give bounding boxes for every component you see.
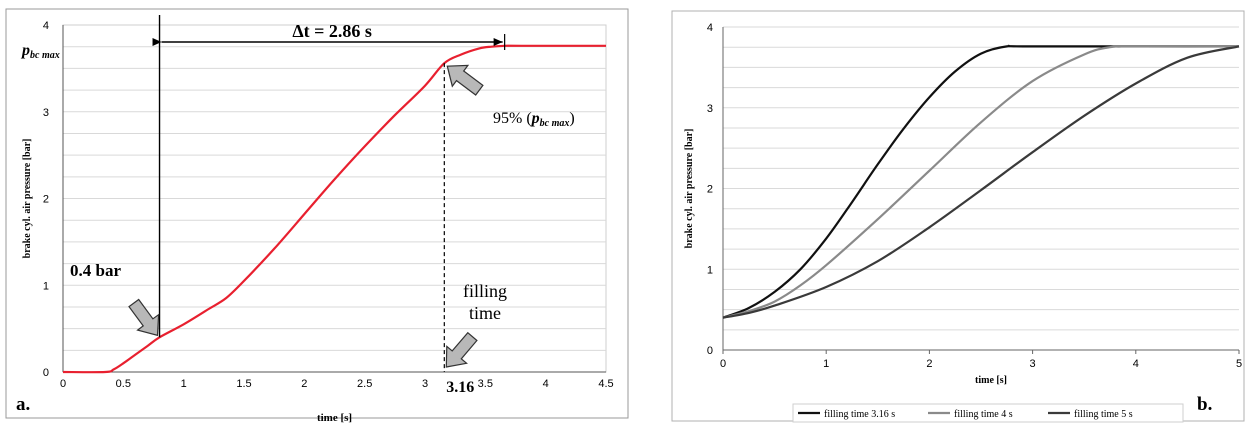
legend-label-1: filling time 3.16 s [824, 409, 895, 420]
x-tick-label: 2.5 [357, 378, 372, 390]
x-tick-label: 0 [720, 358, 726, 370]
x-axis-label: time [s] [317, 412, 352, 424]
y-tick-label: 3 [43, 107, 49, 119]
y-axis-label: brake cyl. air pressure [bar] [22, 139, 33, 259]
start-pointer-arrow [128, 298, 160, 337]
pmax-label: pbc max [20, 42, 60, 61]
x-tick-label: 0.5 [116, 378, 131, 390]
filling-pointer-arrow [445, 331, 478, 368]
x-tick-label: 3 [1030, 358, 1036, 370]
percent-prefix: 95% ( [493, 110, 532, 127]
filling-label-2: time [469, 303, 501, 323]
x-tick-label: 4 [543, 378, 549, 390]
y-tick-label: 1 [707, 264, 713, 276]
panel-label-a: a. [16, 394, 30, 415]
legend-box [792, 403, 1184, 423]
y-tick-label: 2 [43, 194, 49, 206]
y-tick-label: 0 [43, 367, 49, 379]
series-line-1 [722, 44, 1239, 319]
y-tick-label: 0 [707, 345, 713, 357]
x-tick-label: 2 [301, 378, 307, 390]
x-tick-label: 1.5 [236, 378, 251, 390]
percent-pointer-arrow [446, 64, 484, 96]
chart-a-frame [5, 8, 629, 419]
delta-t-label: Δt = 2.86 s [292, 21, 372, 41]
y-tick-label: 2 [707, 184, 713, 196]
x-tick-label: 1 [823, 358, 829, 370]
percent-label: 95% (pbc max) [493, 110, 575, 129]
x-tick-label: 4.5 [598, 378, 613, 390]
x-axis-label: time [s] [975, 375, 1007, 386]
y-tick-label: 4 [43, 20, 49, 32]
percent-p: p [530, 110, 540, 127]
start-pressure-label: 0.4 bar [70, 261, 121, 280]
y-tick-label: 3 [707, 103, 713, 115]
x-tick-label: 0 [60, 378, 66, 390]
x-tick-label: 4 [1133, 358, 1139, 370]
series-line-3 [722, 45, 1240, 319]
percent-suffix: ) [569, 110, 574, 127]
series-line-2 [722, 45, 1240, 319]
panel-label-b: b. [1197, 394, 1212, 415]
y-tick-label: 4 [707, 22, 713, 34]
legend-label-2: filling time 4 s [954, 409, 1013, 420]
x-tick-label: 2 [926, 358, 932, 370]
pmax-sub: bc max [30, 50, 60, 61]
y-tick-label: 1 [43, 280, 49, 292]
filling-label-1: filling [463, 281, 507, 301]
chart-a: 0 1 2 3 4 0 0.5 1 1.5 2 2.5 3 3.5 4 4.5 time [s] brake c… [5, 8, 629, 424]
legend-label-3: filling time 5 s [1074, 409, 1133, 420]
legend-b: filling time 3.16 s filling time 4 s filli… [792, 403, 1184, 423]
pmax-p: p [20, 42, 30, 59]
chart-b: 0 1 2 3 4 0 1 2 3 4 5 time [s] brake cyl. air pressu… [671, 10, 1245, 423]
x-tick-label: 3 [422, 378, 428, 390]
filling-time-value: 3.16 [446, 379, 474, 396]
x-tick-label: 1 [181, 378, 187, 390]
chart-b-frame [671, 10, 1245, 422]
x-tick-label: 5 [1236, 358, 1242, 370]
y-axis-label: brake cyl. air pressure [bar] [684, 129, 695, 249]
x-tick-label: 3.5 [478, 378, 493, 390]
percent-sub: bc max [540, 118, 570, 129]
pressure-curve-a [62, 44, 606, 374]
